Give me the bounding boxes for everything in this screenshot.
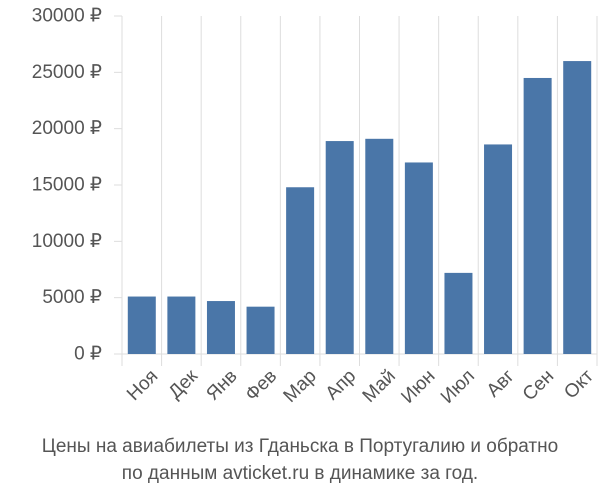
x-tick-label: Авг bbox=[483, 366, 519, 402]
bar-12 bbox=[563, 61, 592, 355]
bar-6 bbox=[325, 141, 354, 354]
x-tick-label: Дек bbox=[165, 365, 203, 403]
bar-8 bbox=[404, 162, 433, 354]
bar-2 bbox=[167, 296, 196, 354]
x-tick-label: Июн bbox=[397, 366, 439, 408]
bar-3 bbox=[206, 301, 235, 354]
x-tick-label: Сен bbox=[519, 366, 558, 405]
x-tick-label: Ноя bbox=[123, 366, 162, 405]
y-tick-label: 15000 ₽ bbox=[32, 175, 102, 196]
y-tick-label: 25000 ₽ bbox=[32, 62, 102, 83]
x-tick-label: Май bbox=[359, 366, 400, 407]
x-tick-label: Фев bbox=[241, 366, 281, 406]
bar-5 bbox=[286, 187, 315, 354]
x-tick-label: Окт bbox=[560, 366, 598, 404]
y-tick-label: 20000 ₽ bbox=[32, 118, 102, 139]
y-tick-label: 10000 ₽ bbox=[32, 231, 102, 252]
y-tick-label: 5000 ₽ bbox=[42, 287, 102, 308]
x-tick-label: Апр bbox=[322, 366, 361, 405]
chart-caption-line-1: Цены на авиабилеты из Гданьска в Португа… bbox=[41, 436, 559, 457]
x-tick-label: Мар bbox=[280, 366, 321, 407]
y-tick-label: 0 ₽ bbox=[74, 344, 102, 365]
bar-chart: 0 ₽ 5000 ₽ 10000 ₽ 15000 ₽ 20000 ₽ 25000 ₽ 300… bbox=[32, 6, 598, 408]
bar-4 bbox=[246, 306, 275, 354]
x-tick-label: Янв bbox=[202, 366, 241, 405]
bar-7 bbox=[365, 138, 394, 354]
x-tick-label: Июл bbox=[437, 366, 479, 408]
bar-11 bbox=[523, 77, 552, 354]
bar-1 bbox=[127, 296, 156, 354]
bar-9 bbox=[444, 272, 473, 354]
bar-10 bbox=[484, 144, 513, 354]
chart-caption-line-2: по данным avticket.ru в динамике за год. bbox=[121, 463, 479, 484]
y-tick-label: 30000 ₽ bbox=[32, 6, 102, 27]
